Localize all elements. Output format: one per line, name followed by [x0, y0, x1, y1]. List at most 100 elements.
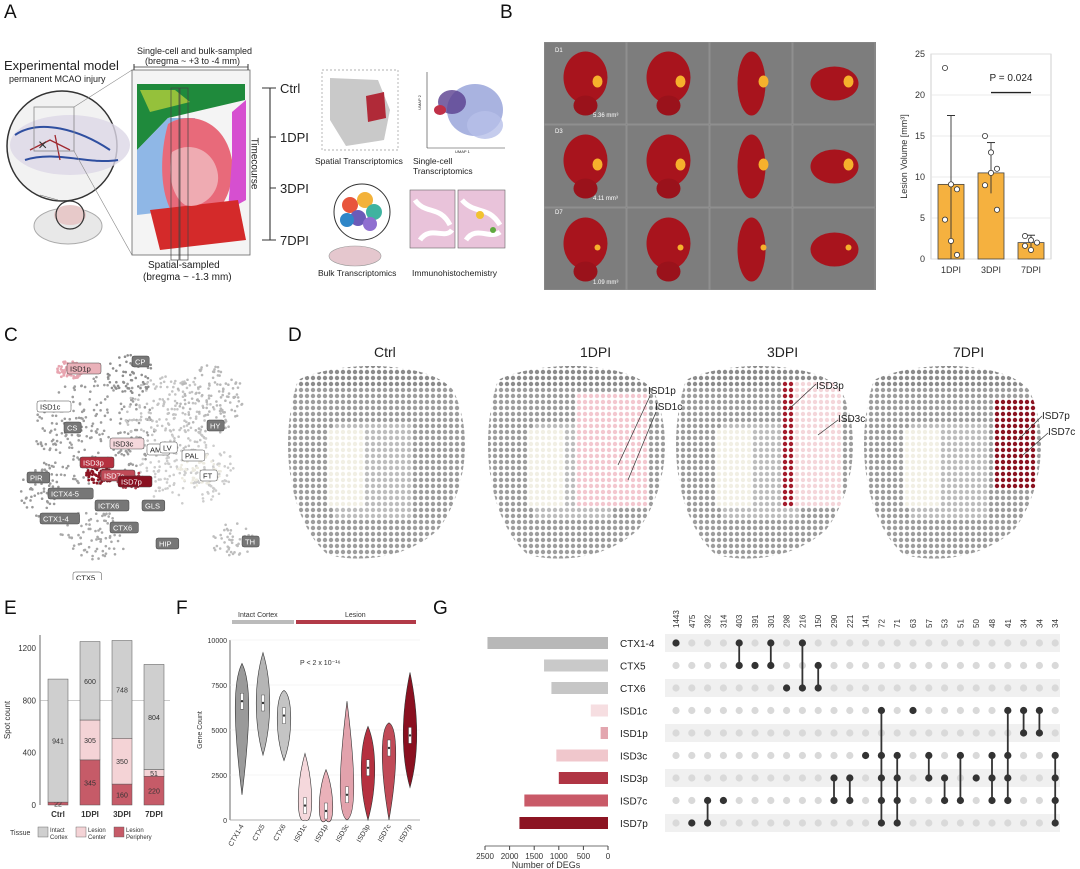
spatial-spot: [606, 381, 612, 387]
spatial-spot: [770, 489, 776, 495]
spatial-spot: [600, 399, 606, 405]
spatial-spot: [412, 441, 418, 447]
spatial-spot: [400, 423, 406, 429]
spatial-spot: [679, 526, 683, 530]
spatial-spot: [418, 375, 424, 381]
umap-point: [168, 474, 172, 478]
spatial-spot: [660, 447, 665, 453]
spatial-spot: [382, 531, 388, 537]
spatial-spot: [504, 543, 510, 549]
spatial-spot: [473, 436, 477, 440]
spatial-spot: [812, 381, 818, 387]
spatial-spot: [582, 405, 588, 411]
spatial-spot: [504, 465, 510, 471]
spatial-spot: [442, 381, 448, 387]
spatial-spot: [534, 399, 540, 405]
spatial-spot: [848, 381, 853, 387]
spatial-spot: [316, 417, 322, 423]
spatial-spot: [400, 543, 406, 549]
spatial-spot: [770, 441, 776, 447]
spatial-spot: [855, 436, 859, 440]
spatial-spot: [746, 513, 752, 519]
spatial-spot: [352, 495, 358, 501]
spatial-spot: [455, 562, 459, 566]
spatial-spot: [288, 519, 292, 525]
umap-point: [55, 473, 59, 477]
spatial-spot: [528, 441, 534, 447]
spatial-spot: [582, 477, 588, 483]
spatial-spot: [570, 381, 576, 387]
spatial-spot: [493, 358, 497, 362]
spatial-spot: [564, 441, 570, 447]
spatial-spot: [576, 405, 582, 411]
umap-point: [212, 467, 216, 471]
spatial-spot: [728, 375, 734, 381]
spatial-spot: [488, 537, 492, 543]
spatial-spot: [400, 555, 406, 559]
umap-label: PAL: [185, 452, 199, 461]
spatial-spot: [552, 531, 558, 537]
spatial-spot: [704, 375, 710, 381]
spatial-spot: [418, 501, 424, 507]
spatial-spot: [492, 366, 498, 369]
spatial-spot: [406, 555, 412, 559]
spatial-spot: [481, 388, 485, 392]
spatial-spot: [498, 537, 504, 543]
spatial-spot: [770, 387, 776, 393]
spatial-spot: [485, 400, 489, 404]
umap-point: [209, 394, 213, 398]
spatial-spot: [618, 513, 624, 519]
spatial-spot: [806, 507, 812, 513]
spatial-spot: [806, 423, 812, 429]
spatial-spot: [292, 465, 298, 471]
umap-point: [126, 382, 129, 386]
spatial-spot: [475, 412, 479, 416]
umap-point: [66, 464, 70, 468]
lesion-spot: [594, 244, 601, 251]
spatial-spot: [352, 375, 358, 381]
spatial-spot: [606, 435, 612, 441]
spatial-spot: [516, 453, 522, 459]
spatial-spot: [467, 466, 471, 470]
spatial-spot: [848, 483, 853, 489]
spatial-spot: [734, 387, 740, 393]
spatial-spot: [359, 562, 363, 566]
umap-point: [197, 386, 200, 389]
spatial-spot: [606, 393, 612, 399]
spatial-spot: [475, 436, 479, 440]
spatial-spot: [788, 477, 794, 483]
umap-point: [202, 499, 205, 503]
spatial-spot: [388, 489, 394, 495]
spatial-spot: [698, 387, 704, 393]
spatial-spot: [636, 507, 642, 513]
spatial-spot: [649, 562, 653, 566]
spatial-spot: [475, 550, 479, 554]
spatial-spot: [836, 483, 842, 489]
spatial-spot: [558, 489, 564, 495]
spatial-spot: [710, 393, 716, 399]
spatial-spot: [442, 453, 448, 459]
spatial-spot: [322, 435, 328, 441]
spatial-spot: [448, 447, 454, 453]
spatial-spot: [473, 514, 477, 518]
umap-point: [80, 410, 84, 414]
spatial-spot: [770, 435, 776, 441]
spatial-spot: [660, 501, 665, 507]
spatial-spot: [576, 417, 582, 423]
umap-point: [125, 421, 129, 424]
umap-point: [166, 397, 170, 401]
spatial-spot: [552, 489, 558, 495]
spatial-spot: [746, 417, 752, 423]
umap-point: [208, 484, 212, 487]
spatial-spot: [448, 441, 454, 447]
spatial-spot: [676, 375, 680, 381]
spatial-spot: [800, 381, 806, 387]
spatial-spot: [698, 471, 704, 477]
spatial-spot: [676, 459, 680, 465]
spatial-spot: [341, 562, 345, 566]
spatial-spot: [488, 519, 492, 525]
spatial-spot: [607, 562, 611, 566]
spatial-spot: [505, 358, 509, 362]
umap-label-box: [131, 355, 150, 368]
umap-point: [172, 483, 176, 487]
